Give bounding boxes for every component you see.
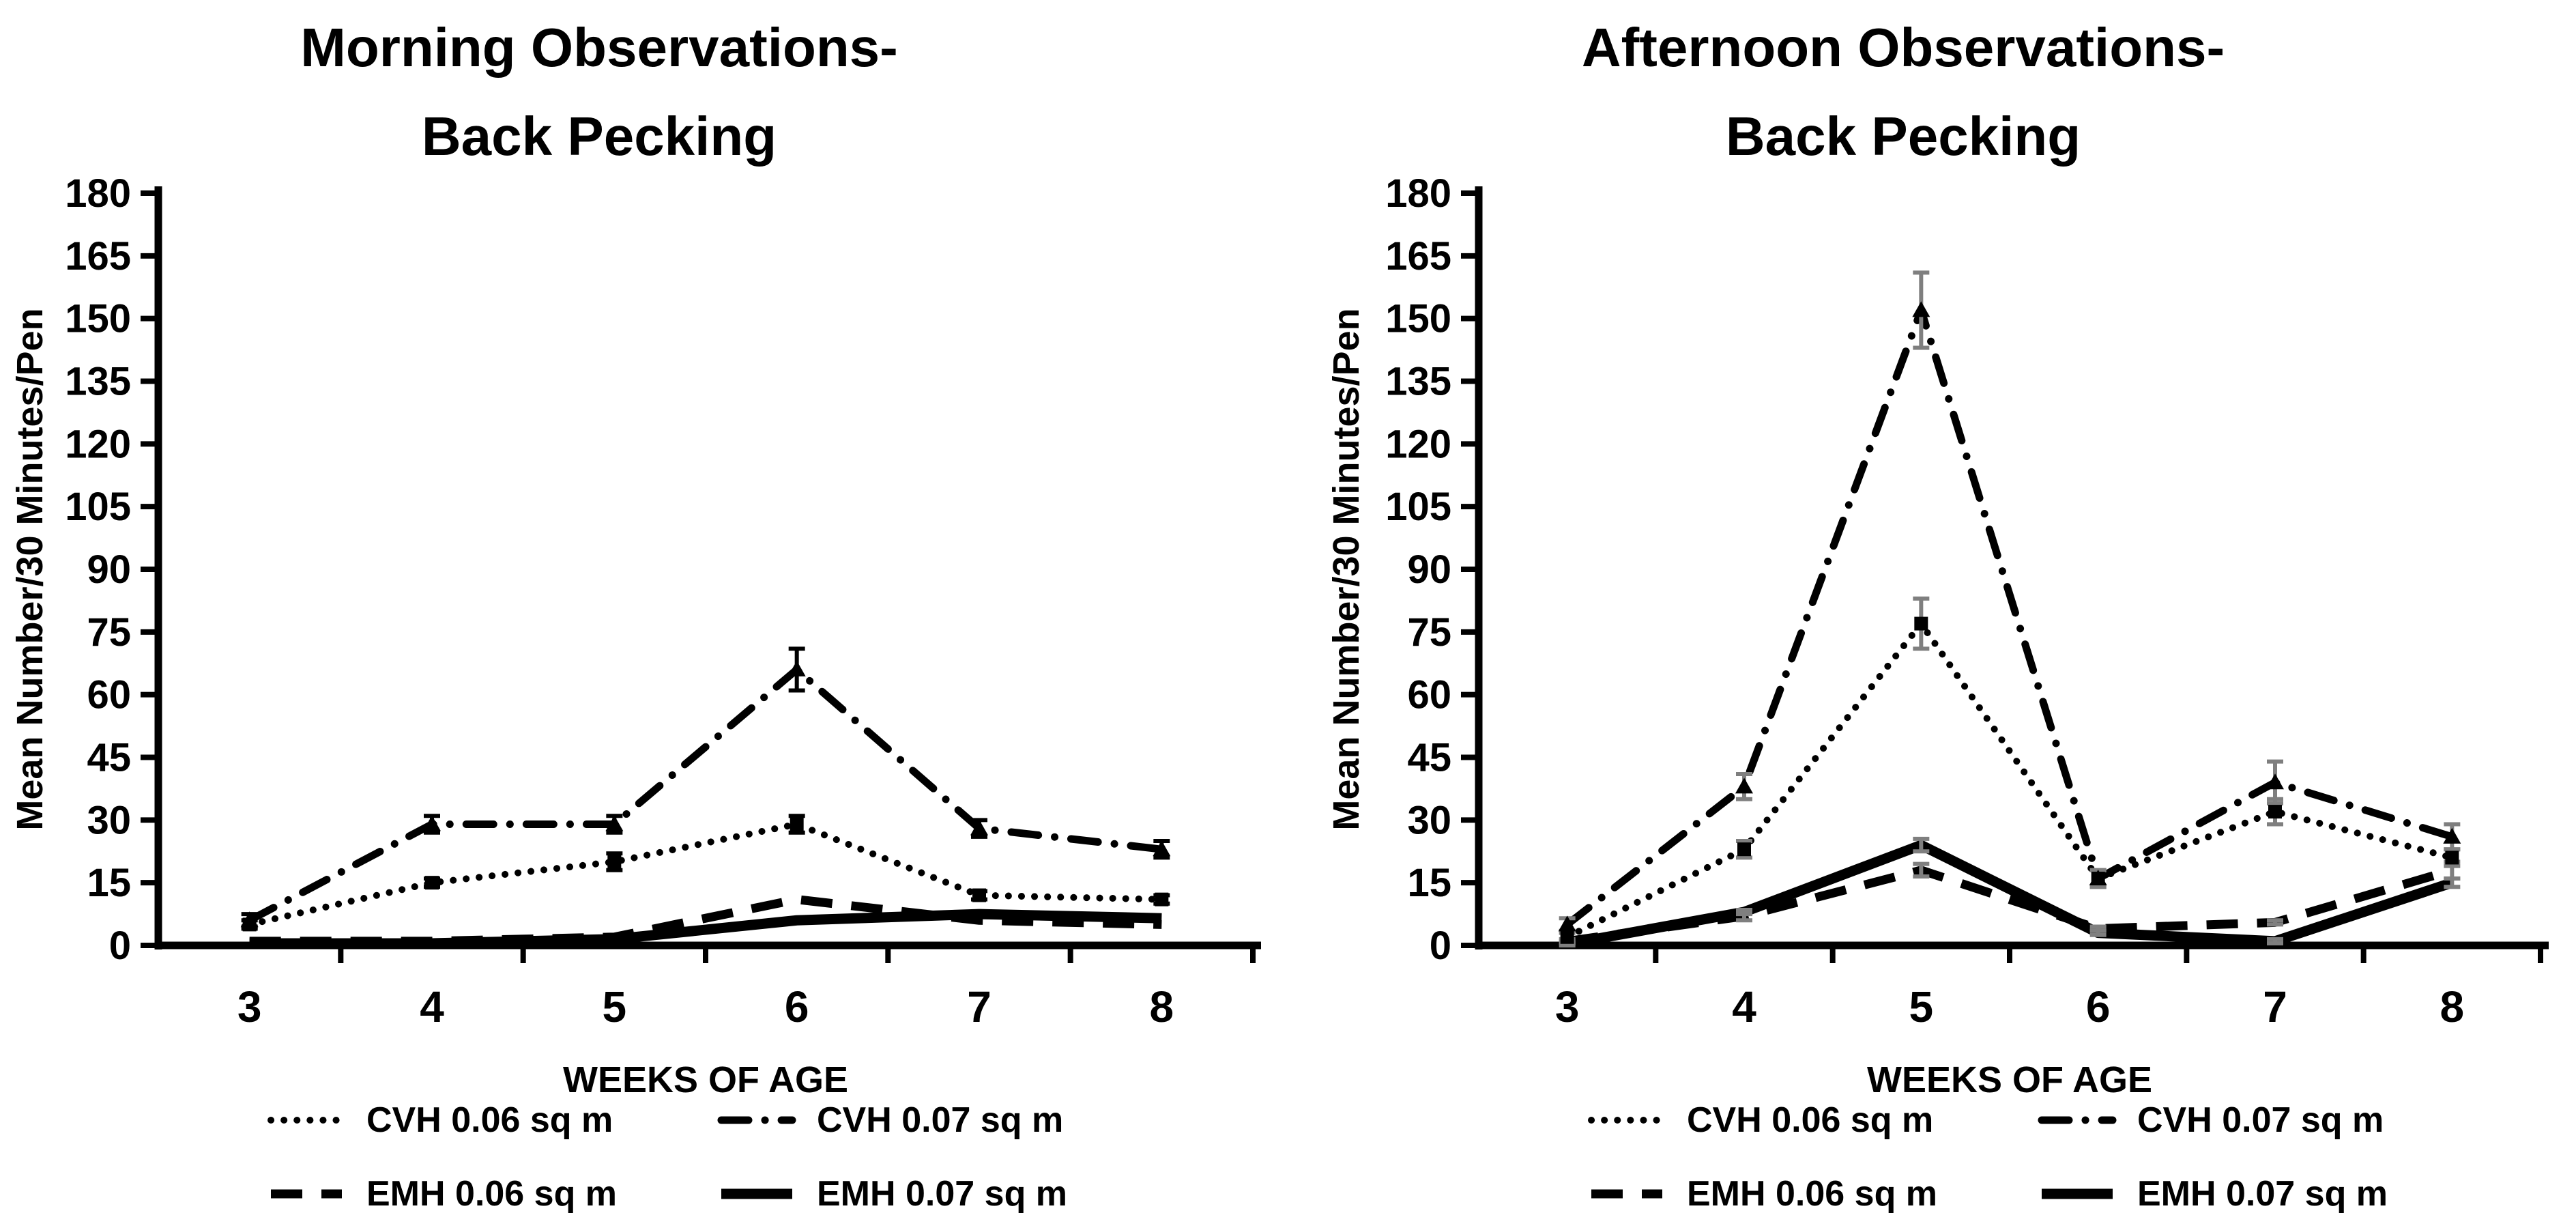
y-tick-label: 15 — [87, 861, 131, 905]
legend-item: CVH 0.06 sq m — [267, 1100, 613, 1140]
x-tick-label: 6 — [785, 982, 809, 1031]
marker-square — [2445, 851, 2459, 865]
marker-square — [607, 855, 622, 869]
y-tick-label: 0 — [1430, 924, 1451, 968]
legend-label: EMH 0.07 sq m — [817, 1174, 1067, 1214]
legend-item: CVH 0.07 sq m — [2038, 1100, 2384, 1140]
marker-triangle — [423, 815, 441, 831]
marker-square — [1155, 892, 1169, 906]
y-tick-label: 60 — [87, 673, 131, 717]
x-axis-label: WEEKS OF AGE — [563, 1059, 848, 1100]
y-tick-label: 105 — [1385, 485, 1451, 529]
y-tick-label: 75 — [1407, 610, 1451, 655]
x-tick-label: 5 — [1909, 982, 1934, 1031]
y-tick-label: 180 — [1385, 171, 1451, 216]
afternoon-chart-svg: Afternoon Observations- Back Pecking Mean … — [1326, 17, 2549, 1214]
legend-label: EMH 0.06 sq m — [1687, 1174, 1937, 1214]
legend-label: EMH 0.07 sq m — [2137, 1174, 2388, 1214]
y-tick-label: 30 — [87, 798, 131, 842]
series-line-solid — [1566, 840, 2454, 949]
series-line-dashed — [1566, 866, 2454, 946]
marker-triangle — [1558, 915, 1576, 932]
legend-label: CVH 0.07 sq m — [817, 1100, 1063, 1140]
chart-title-line2: Back Pecking — [1726, 106, 2081, 167]
marker-triangle — [970, 819, 988, 836]
x-tick-label: 7 — [2263, 982, 2287, 1031]
y-tick-label: 150 — [65, 297, 131, 341]
y-tick-label: 120 — [65, 422, 131, 466]
series-line-dotted — [246, 820, 1166, 928]
x-tick-label: 4 — [1732, 982, 1756, 1031]
marker-square — [425, 876, 439, 890]
chart-title-line1: Afternoon Observations- — [1582, 17, 2225, 78]
y-tick-label: 45 — [87, 736, 131, 780]
legend-item: CVH 0.07 sq m — [717, 1100, 1063, 1140]
marker-square — [1914, 616, 1928, 631]
legend-item: EMH 0.06 sq m — [271, 1174, 617, 1214]
legend-label: CVH 0.06 sq m — [1687, 1100, 1933, 1140]
series-line-solid — [249, 909, 1162, 949]
marker-square — [2268, 805, 2282, 819]
marker-triangle — [2266, 773, 2284, 790]
marker-square — [790, 817, 804, 831]
legend-item: EMH 0.07 sq m — [721, 1174, 1067, 1214]
x-tick-label: 8 — [2440, 982, 2465, 1031]
legend-label: EMH 0.06 sq m — [366, 1174, 617, 1214]
marker-triangle — [2443, 827, 2461, 844]
marker-square — [972, 888, 986, 902]
y-tick-label: 0 — [109, 924, 131, 968]
y-tick-label: 15 — [1407, 861, 1451, 905]
legend-item: CVH 0.06 sq m — [1588, 1100, 1933, 1140]
marker-triangle — [605, 815, 624, 831]
morning-chart-svg: Morning Observations- Back Pecking Mean Nu… — [10, 17, 1261, 1214]
y-tick-label: 90 — [87, 547, 131, 592]
series-line-dashdot — [1563, 306, 2456, 928]
y-tick-label: 165 — [65, 234, 131, 279]
y-tick-label: 150 — [1385, 297, 1451, 341]
chart-panel-morning: Morning Observations- Back Pecking Mean Nu… — [10, 17, 1261, 1214]
x-tick-label: 4 — [420, 982, 444, 1031]
marker-triangle — [787, 660, 806, 676]
y-tick-label: 75 — [87, 610, 131, 655]
x-tick-label: 6 — [2086, 982, 2111, 1031]
marker-triangle — [240, 911, 259, 928]
x-tick-label: 3 — [1555, 982, 1580, 1031]
y-tick-label: 165 — [1385, 234, 1451, 279]
marker-triangle — [1735, 777, 1753, 794]
y-tick-label: 180 — [65, 171, 131, 216]
x-tick-label: 8 — [1150, 982, 1174, 1031]
legend-label: CVH 0.06 sq m — [366, 1100, 613, 1140]
y-tick-label: 135 — [1385, 360, 1451, 404]
chart-panel-afternoon: Afternoon Observations- Back Pecking Mean … — [1288, 0, 2575, 1228]
chart-title-line1: Morning Observations- — [300, 17, 898, 78]
series-line-dashdot — [246, 666, 1166, 924]
y-tick-label: 30 — [1407, 798, 1451, 842]
marker-square — [1560, 930, 1574, 944]
y-tick-label: 120 — [1385, 422, 1451, 466]
y-tick-label: 60 — [1407, 673, 1451, 717]
x-tick-label: 3 — [237, 982, 262, 1031]
x-axis-label: WEEKS OF AGE — [1867, 1059, 2152, 1100]
y-tick-label: 105 — [65, 485, 131, 529]
marker-triangle — [2089, 870, 2107, 886]
marker-triangle — [1153, 840, 1171, 857]
legend-item: EMH 0.06 sq m — [1591, 1174, 1937, 1214]
legend-item: EMH 0.07 sq m — [2042, 1174, 2388, 1214]
marker-square — [1737, 842, 1751, 857]
y-axis-label: Mean Number/30 Minutes/Pen — [1326, 308, 1367, 830]
legend-label: CVH 0.07 sq m — [2137, 1100, 2384, 1140]
y-axis-label: Mean Number/30 Minutes/Pen — [10, 308, 50, 830]
x-tick-label: 5 — [603, 982, 627, 1031]
y-tick-label: 45 — [1407, 736, 1451, 780]
series-line-dashed — [249, 895, 1162, 946]
marker-triangle — [1912, 301, 1930, 317]
y-tick-label: 135 — [65, 360, 131, 404]
series-line-dotted — [1563, 620, 2456, 941]
x-tick-label: 7 — [967, 982, 992, 1031]
y-tick-label: 90 — [1407, 547, 1451, 592]
chart-title-line2: Back Pecking — [422, 106, 777, 167]
